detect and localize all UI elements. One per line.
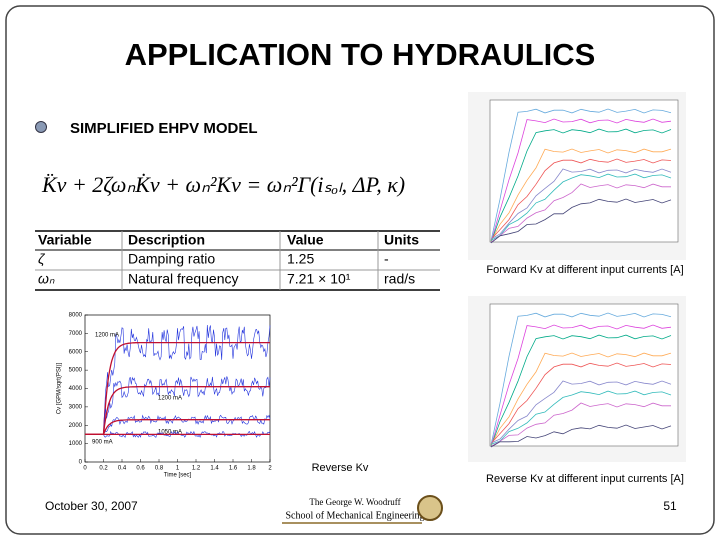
page-number: 51 [663, 499, 677, 513]
curve-label: 900 mA [92, 440, 113, 446]
decorative-curve [490, 324, 672, 447]
caption: Reverse Kv [312, 462, 369, 474]
table-cell: Damping ratio [128, 251, 215, 267]
x-tick-label: 0.8 [155, 466, 164, 472]
decorative-curve [490, 424, 672, 448]
caption: Forward Kv at different input currents [… [486, 264, 683, 276]
y-tick-label: 0 [79, 460, 83, 466]
decorative-curve [490, 168, 672, 240]
logo-text: School of Mechanical Engineering [285, 510, 424, 521]
bullet-icon [35, 121, 47, 133]
decorative-curve [490, 312, 672, 446]
decorative-curve [490, 198, 672, 244]
curve-label: 1050 mA [158, 430, 182, 436]
logo [280, 496, 440, 524]
model-curve [85, 341, 270, 436]
logo-seal [417, 495, 443, 521]
table-cell: - [384, 251, 389, 267]
reverse-plot [468, 296, 686, 462]
decorative-curve [490, 380, 672, 444]
decorative-curve [490, 183, 671, 243]
decorative-curve [490, 173, 672, 241]
table-header: Description [128, 232, 205, 248]
table-cell: Natural frequency [128, 271, 239, 287]
decorative-curve [490, 390, 672, 445]
x-axis-label: Time [sec] [164, 473, 192, 479]
model-curve [85, 386, 270, 436]
table-header: Units [384, 232, 419, 248]
y-tick-label: 7000 [69, 331, 83, 337]
table-cell: ωₙ [38, 271, 55, 287]
plot-frame [489, 303, 679, 447]
decorative-curve [490, 402, 671, 447]
y-tick-label: 3000 [69, 404, 83, 410]
x-tick-label: 1.4 [210, 466, 219, 472]
decorative-curve [490, 148, 672, 242]
decorative-curve [490, 352, 672, 446]
table-header: Value [287, 232, 324, 248]
x-tick-label: 1.2 [192, 466, 201, 472]
parameter-table: Variable Description Value Units ζ Damping ra… [35, 230, 440, 291]
y-tick-label: 8000 [69, 313, 83, 319]
x-tick-label: 2 [268, 466, 272, 472]
decorative-curve [490, 108, 672, 242]
table-cell: ζ [38, 251, 46, 267]
caption: Reverse Kv at different input currents [… [486, 473, 684, 485]
table-cell: 7.21 × 10¹ [287, 271, 351, 287]
model-curve [85, 419, 270, 436]
table-cell: 1.25 [287, 251, 314, 267]
measured-curve [85, 414, 271, 435]
equation: K̈v + 2ζωₙK̇v + ωₙ²Kv = ωₙ²Γ(iₛₒₗ, ΔP, κ… [41, 172, 405, 197]
decorative-curve [490, 362, 672, 444]
x-tick-label: 0 [83, 466, 87, 472]
table-header: Variable [38, 232, 92, 248]
footer-date: October 30, 2007 [45, 499, 138, 513]
decorative-curve [490, 118, 672, 243]
x-tick-label: 1.6 [229, 466, 238, 472]
table-cell: rad/s [384, 271, 415, 287]
decorative-curve [490, 128, 672, 243]
measured-curve [85, 376, 271, 435]
curve-label: 1200 mA [158, 396, 182, 402]
time-plot-background [35, 305, 280, 475]
x-tick-label: 1.8 [247, 466, 256, 472]
measured-curve [85, 324, 271, 435]
y-tick-label: 1000 [69, 441, 83, 447]
logo-text: The George W. Woodruff [309, 497, 400, 507]
y-tick-label: 4000 [69, 386, 83, 392]
x-tick-label: 0.6 [136, 466, 145, 472]
y-tick-label: 5000 [69, 368, 83, 374]
x-tick-label: 1 [176, 466, 180, 472]
y-tick-label: 6000 [69, 349, 83, 355]
slide-frame [5, 5, 715, 535]
y-axis-label: Cv [GPM/sqrt(PSI)] [57, 363, 63, 415]
decorative-curve [490, 334, 672, 447]
curve-label: 1200 mA [95, 333, 119, 339]
slide-title: APPLICATION TO HYDRAULICS [125, 37, 596, 72]
x-tick-label: 0.4 [118, 466, 127, 472]
x-tick-label: 0.2 [99, 466, 108, 472]
decorative-curve [490, 158, 672, 240]
time-plot: 0 1000 2000 3000 4000 5000 6000 7000 8000 0 0.2 0.4… [57, 313, 273, 479]
measured-curve [85, 430, 271, 438]
bullet-text: SIMPLIFIED EHPV MODEL [70, 120, 258, 137]
y-tick-label: 2000 [69, 423, 83, 429]
